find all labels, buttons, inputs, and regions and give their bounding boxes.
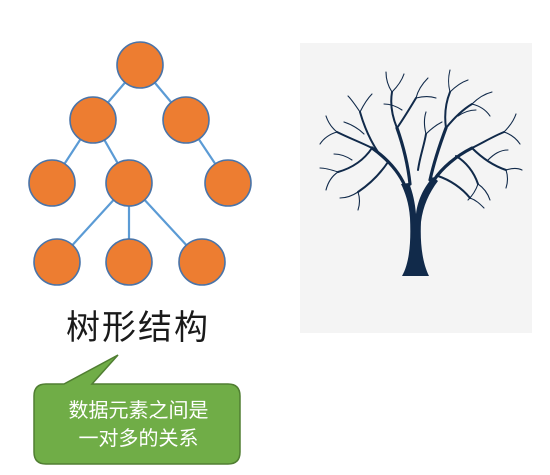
callout-text: 数据元素之间是 一对多的关系 [36,384,241,464]
tree-node-level1-right [162,96,210,144]
tree-photo [300,43,532,333]
tree-node-level3-center [105,238,153,286]
callout-bubble [33,354,241,465]
tree-structure-title: 树形结构 [66,308,210,348]
tree-nodes [28,41,252,286]
callout-line-2: 一对多的关系 [78,426,199,450]
tree-node-root [116,41,164,89]
tree-node-level3-left [33,238,81,286]
callout-line-1: 数据元素之间是 [68,398,209,422]
tree-node-level2-left [28,159,76,207]
tree-branches [319,69,523,211]
tree-node-level2-right [204,159,252,207]
tree-trunk [401,177,438,276]
tree-node-level2-middle [105,159,153,207]
tree-photo-background [300,43,532,333]
tree-node-level3-right [178,238,226,286]
tree-node-level1-left [69,96,117,144]
